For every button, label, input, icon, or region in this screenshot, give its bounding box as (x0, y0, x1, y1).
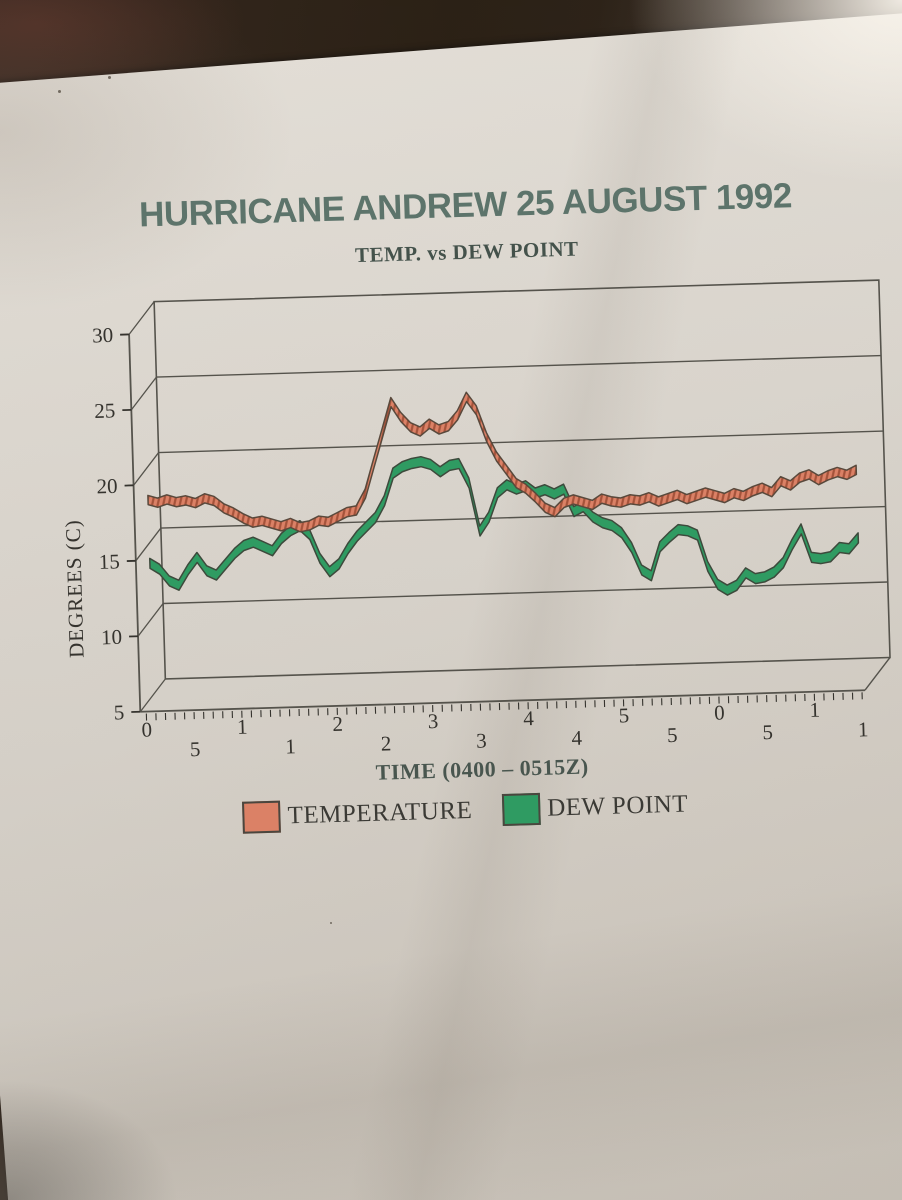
y-tick-label: 25 (94, 398, 116, 423)
paper-speck (330, 922, 332, 924)
gridline-20 (158, 430, 884, 454)
x-tick-label-lower: 4 (571, 726, 583, 750)
y-tick-diagonal (133, 452, 160, 486)
x-tick-label-upper: 4 (523, 706, 535, 730)
y-tick-diagonal (130, 376, 157, 411)
x-tick-label-lower: 1 (285, 734, 296, 758)
dew-point-swatch (501, 792, 541, 827)
y-tick-label: 10 (101, 625, 123, 650)
legend-item-dew-point: DEW POINT (501, 789, 689, 827)
legend-item-temperature: TEMPERATURE (242, 795, 473, 834)
y-tick-label: 15 (98, 549, 120, 574)
x-tick-label-lower: 5 (190, 737, 201, 761)
y-tick-label: 30 (92, 323, 114, 348)
y-tick-diagonal (128, 301, 155, 335)
chart-block: HURRICANE ANDREW 25 AUGUST 1992 TEMP. vs… (50, 174, 899, 839)
x-tick-label-upper: 2 (332, 712, 343, 736)
temperature-swatch (242, 800, 282, 834)
x-tick-label-upper: 5 (618, 703, 629, 727)
x-tick-label-upper: 1 (237, 715, 248, 739)
x-tick-label-upper: 0 (714, 700, 725, 724)
front-bottom-edge (140, 689, 865, 713)
gridline-10 (163, 581, 888, 605)
y-axis-line (128, 334, 142, 712)
y-tick-label: 20 (96, 474, 118, 499)
temperature-legend-label: TEMPERATURE (287, 796, 473, 830)
x-tick-label-upper: 1 (809, 698, 820, 722)
floor-right-diagonal (864, 657, 891, 691)
y-tick-diagonal (137, 603, 164, 637)
y-tick-diagonal (135, 527, 162, 562)
back-wall (153, 279, 891, 680)
gridline-25 (156, 354, 882, 378)
temperature-ribbon-hatch (147, 391, 858, 533)
paper-speck (108, 76, 111, 79)
paper-speck (58, 90, 61, 93)
y-tick-label: 5 (113, 700, 124, 724)
x-tick-label-lower: 1 (858, 717, 869, 741)
x-tick-label-lower: 5 (762, 720, 773, 744)
dew-point-legend-label: DEW POINT (546, 790, 689, 822)
x-tick-label-lower: 5 (667, 723, 678, 747)
x-tick-label-lower: 2 (380, 731, 391, 755)
x-tick-label-lower: 3 (476, 728, 487, 752)
x-tick-label-upper: 3 (427, 709, 438, 733)
y-tick-diagonal (139, 678, 166, 713)
x-tick-label-upper: 0 (141, 717, 152, 741)
y-axis-title: DEGREES (C) (61, 519, 89, 658)
